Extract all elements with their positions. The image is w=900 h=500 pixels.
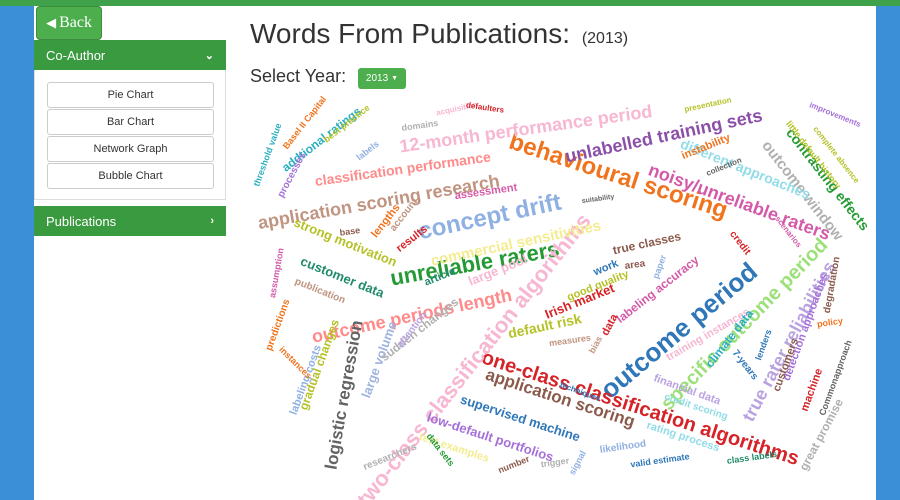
pie-chart-button[interactable]: Pie Chart [47, 82, 214, 108]
coauthor-panel-title: Co-Author [46, 47, 106, 63]
network-graph-button[interactable]: Network Graph [47, 136, 214, 162]
chevron-left-icon: ◀ [46, 15, 57, 30]
word-cloud: behavioural scoring outcome period concept… [240, 95, 876, 500]
word-cloud-term: domains [401, 118, 439, 133]
publications-panel-title: Publications [46, 213, 117, 229]
coauthor-panel-header[interactable]: Co-Author ⌄ [34, 40, 226, 70]
caret-down-icon: ▼ [391, 75, 399, 82]
word-cloud-term: likelihood [599, 438, 647, 455]
word-cloud-term: trigger [540, 455, 570, 469]
word-cloud-term: number [497, 453, 532, 475]
word-cloud-term: valid estimate [630, 451, 690, 469]
word-cloud-term: threshold value [251, 122, 283, 188]
bar-chart-button[interactable]: Bar Chart [47, 109, 214, 135]
word-cloud-term: base [339, 225, 361, 238]
chevron-right-icon: › [210, 215, 214, 227]
word-cloud-term: presentation [684, 95, 733, 114]
word-cloud-term: true classes [611, 229, 682, 257]
word-cloud-term: improvements [808, 100, 863, 129]
word-cloud-term: area [624, 258, 646, 272]
word-cloud-term: class labels [726, 449, 777, 466]
page-title-year: (2013) [581, 30, 629, 47]
word-cloud-term: predictions [264, 297, 293, 352]
year-dropdown[interactable]: 2013 ▼ [358, 68, 406, 89]
coauthor-panel-body: Pie Chart Bar Chart Network Graph Bubble… [34, 70, 226, 200]
publications-panel-header[interactable]: Publications › [34, 206, 226, 236]
word-cloud-term: suitability [581, 194, 614, 205]
back-button-label: Back [59, 14, 92, 31]
word-cloud-term: signal [567, 449, 588, 477]
back-button[interactable]: ◀ Back [36, 6, 102, 40]
word-cloud-term: policy [816, 316, 843, 330]
select-year-label: Select Year: [250, 66, 347, 86]
top-frame-border [0, 0, 900, 6]
right-frame-border [876, 0, 900, 500]
page-title-text: Words From Publications: [250, 18, 571, 49]
word-cloud-term: measures [548, 333, 591, 349]
word-cloud-term: labels [354, 139, 380, 163]
bubble-chart-button[interactable]: Bubble Chart [47, 163, 214, 189]
word-cloud-term: defaulters [465, 100, 505, 114]
page-title: Words From Publications: (2013) [250, 18, 628, 50]
year-dropdown-value: 2013 [365, 73, 389, 84]
word-cloud-term: credit [727, 229, 753, 258]
left-frame-border [0, 0, 34, 500]
word-cloud-term: assumption [267, 247, 286, 298]
chevron-down-icon: ⌄ [204, 49, 214, 62]
